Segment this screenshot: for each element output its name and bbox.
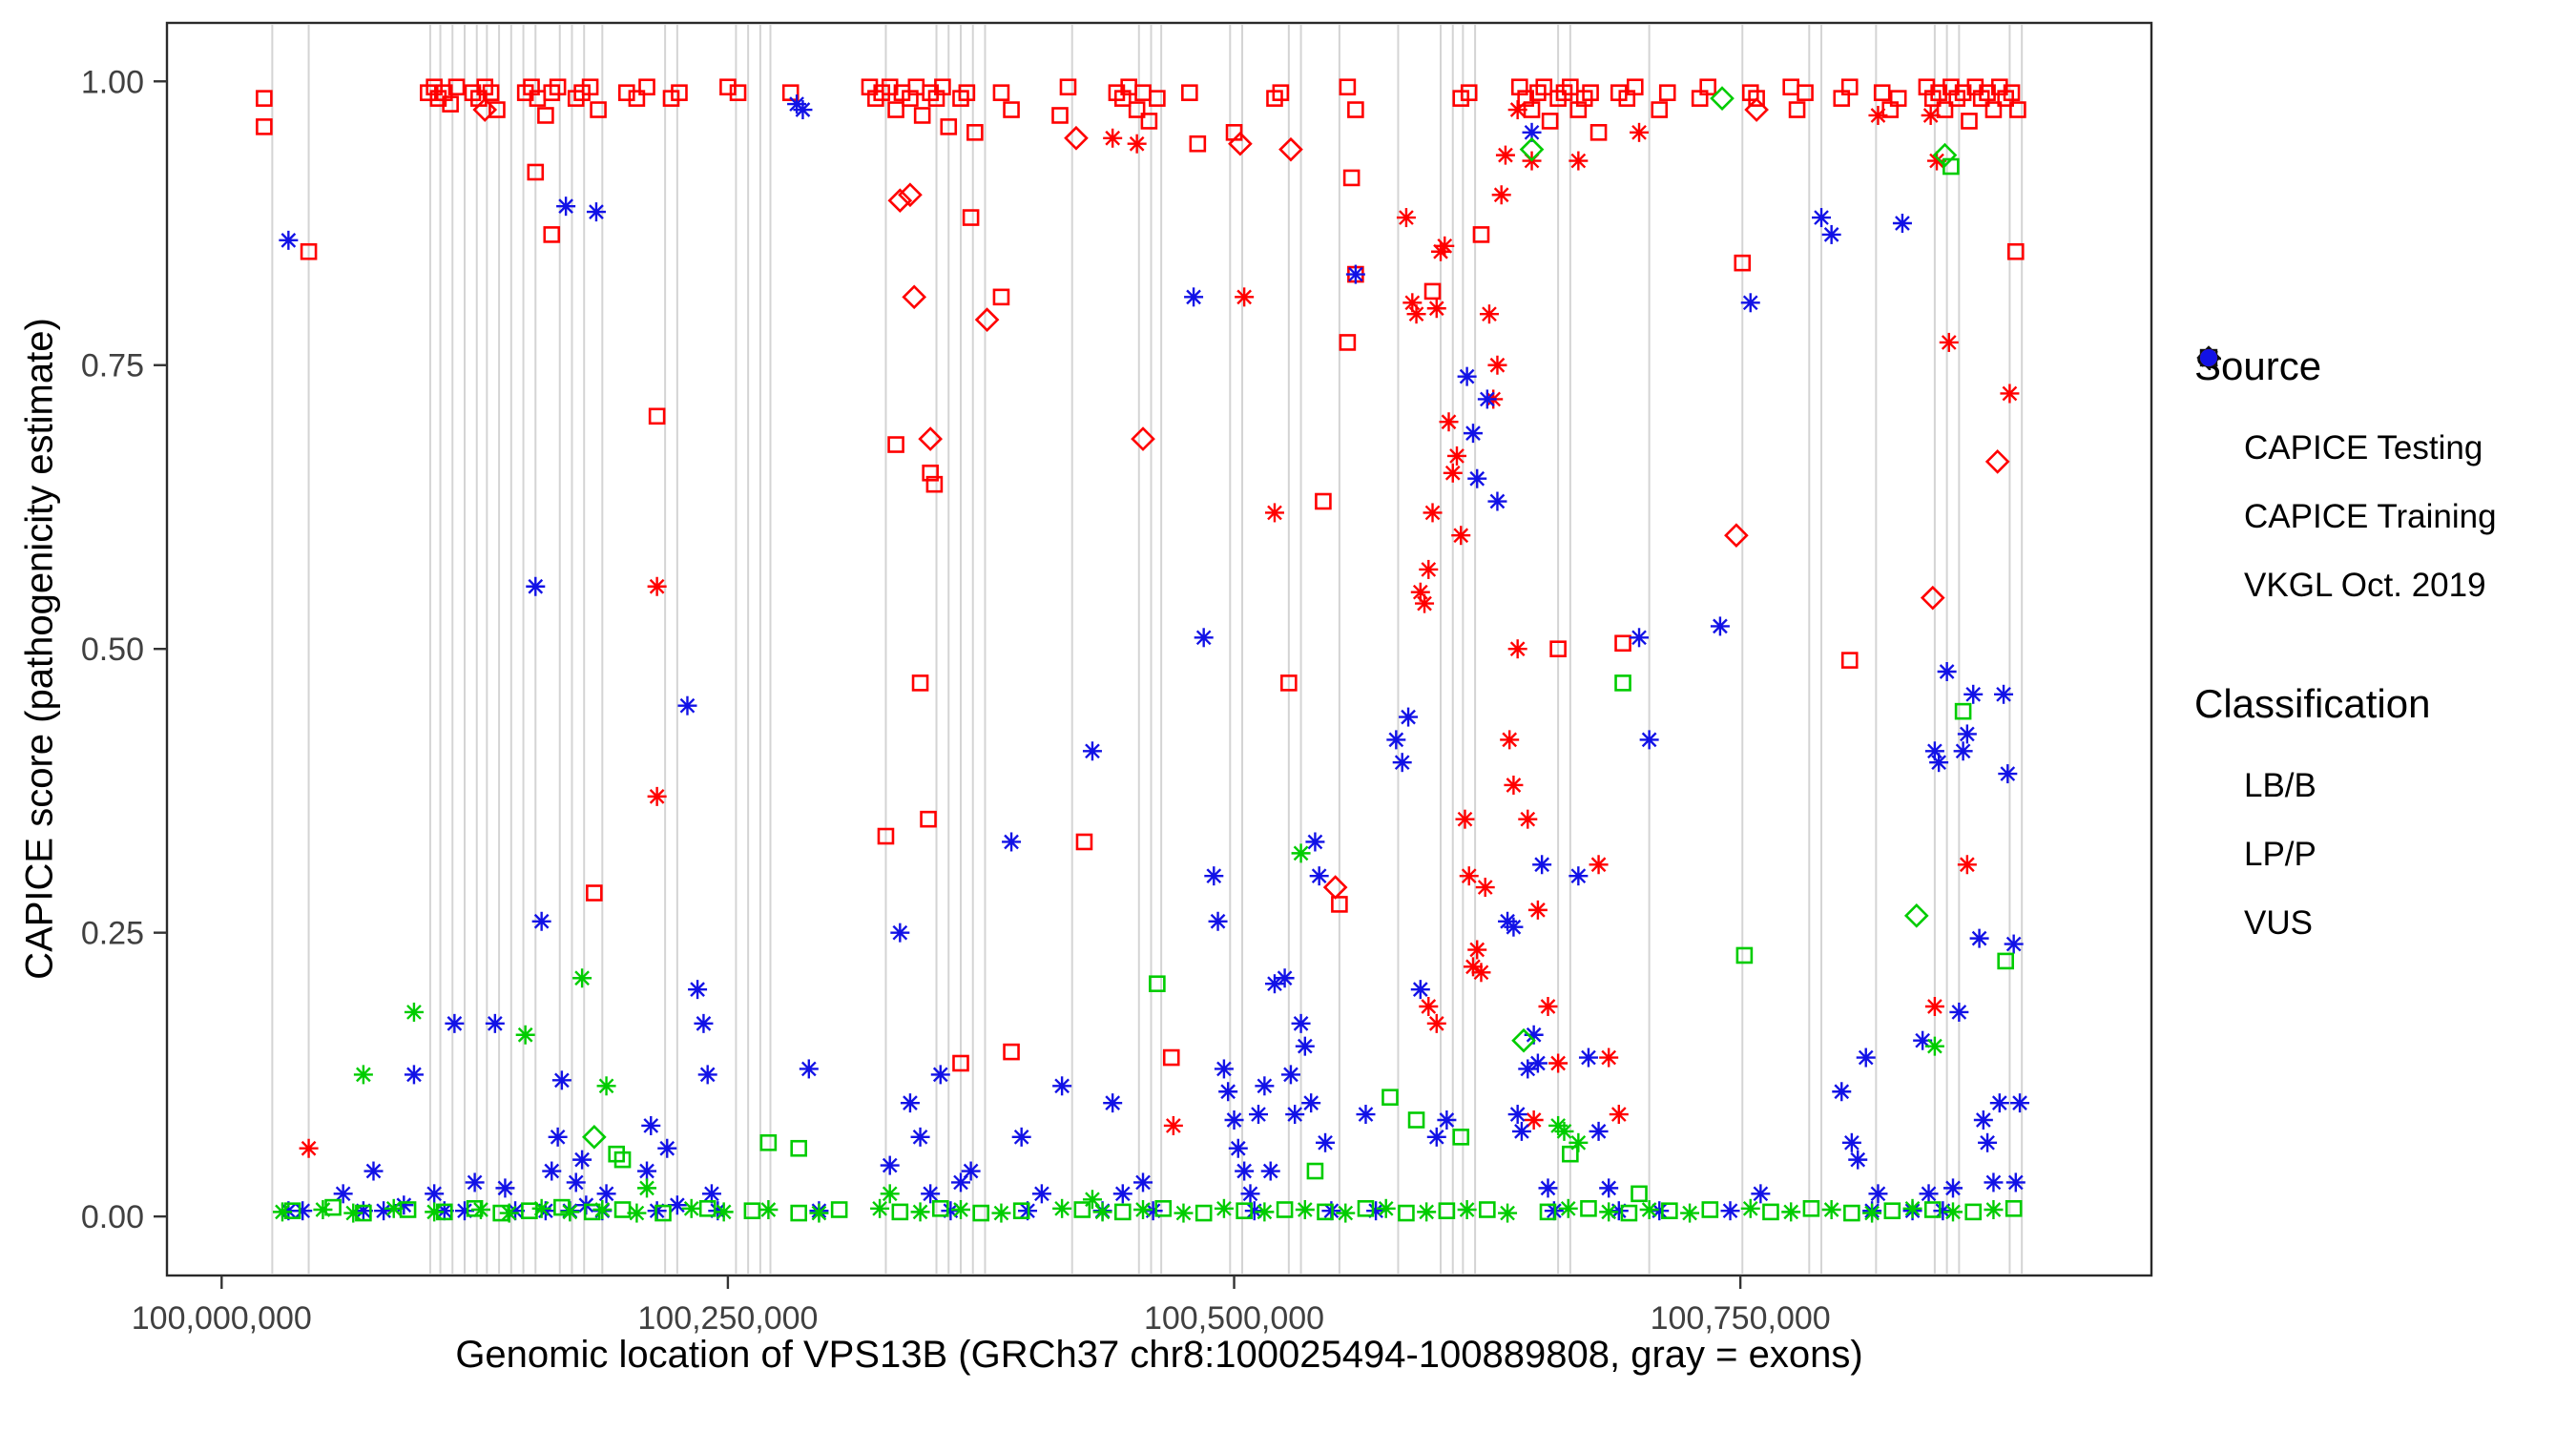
legend-item-lpp: LP/P — [2194, 349, 2566, 889]
legend-label: LB/B — [2244, 767, 2316, 804]
legend: Source CAPICE Testing CAPICE Training — [2194, 343, 2566, 958]
legend-label: LP/P — [2244, 836, 2316, 873]
svg-text:0.75: 0.75 — [81, 348, 144, 384]
legend-item-lbb: LB/B — [2194, 349, 2566, 820]
legend-label: CAPICE Testing — [2244, 429, 2483, 467]
x-axis-title: Genomic location of VPS13B (GRCh37 chr8:… — [455, 1334, 1863, 1376]
svg-text:100,000,000: 100,000,000 — [132, 1300, 312, 1337]
svg-text:0.25: 0.25 — [81, 916, 144, 952]
y-axis-title: CAPICE score (pathogenicity estimate) — [18, 318, 61, 980]
svg-text:100,250,000: 100,250,000 — [637, 1300, 818, 1337]
legend-label: VUS — [2244, 904, 2313, 942]
svg-text:100,750,000: 100,750,000 — [1651, 1300, 1831, 1337]
legend-source-title: Source — [2194, 343, 2322, 388]
legend-item-capice-testing: CAPICE Testing — [2194, 345, 2566, 483]
legend-classification-title: Classification — [2194, 681, 2431, 726]
legend-item-vkgl: VKGL Oct. 2019 — [2194, 347, 2566, 620]
svg-text:0.50: 0.50 — [81, 632, 144, 668]
legend-item-vus: VUS — [2194, 349, 2566, 958]
svg-text:1.00: 1.00 — [81, 64, 144, 100]
svg-text:0.00: 0.00 — [81, 1199, 144, 1235]
svg-text:100,500,000: 100,500,000 — [1144, 1300, 1324, 1337]
legend-item-capice-training: CAPICE Training — [2194, 348, 2566, 551]
legend-label: VKGL Oct. 2019 — [2244, 567, 2486, 604]
legend-label: CAPICE Training — [2244, 498, 2497, 535]
